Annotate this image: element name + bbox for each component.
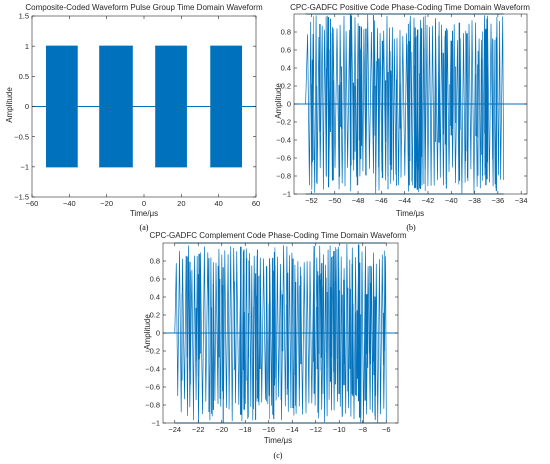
x-tick-label: −20 (215, 425, 228, 434)
panel-b-plot: −52 −50 −48 −46 −44 −42 −40 −38 −36 −34 −1 −0.8 −0.6… (276, 13, 528, 205)
x-tick-label: −22 (192, 425, 205, 434)
x-tick-label: −8 (358, 425, 367, 434)
y-tick-label: 0 (25, 102, 29, 111)
panel-a-title: Composite-Coded Waveform Pulse Group Tim… (25, 3, 263, 12)
y-tick-label: −0.8 (145, 401, 160, 410)
panel-b: CPC-GADFC Positive Code Phase-Coding Tim… (274, 3, 530, 232)
x-tick-label: −42 (422, 196, 435, 205)
caption-a: (a) (140, 223, 149, 232)
y-tick-label: 0.4 (281, 64, 291, 73)
signal-segment-1 (305, 13, 505, 195)
x-tick-label: −6 (382, 425, 391, 434)
y-tick-label: −0.5 (14, 132, 29, 141)
x-tick-label: −48 (352, 196, 365, 205)
y-tick-label: 1.5 (19, 12, 29, 21)
signal-segment-1 (174, 242, 387, 424)
y-tick-label: −0.6 (145, 383, 160, 392)
x-tick-label: −34 (515, 196, 528, 205)
y-tick-label: 0.5 (19, 72, 29, 81)
panel-b-xlabel: Time/μs (396, 209, 424, 218)
panel-a-xlabel: Time/μs (130, 209, 158, 218)
x-tick-label: −36 (492, 196, 505, 205)
pulse-block (99, 46, 133, 167)
y-tick-label: −1 (282, 190, 291, 199)
panel-c-title: CPC-GADFC Complement Code Phase-Coding T… (149, 231, 406, 240)
y-tick-label: 0.2 (281, 82, 291, 91)
y-tick-label: −0.6 (276, 154, 291, 163)
x-tick-label: −14 (286, 425, 299, 434)
y-tick-label: 0.6 (281, 46, 291, 55)
x-tick-label: 60 (252, 199, 260, 208)
y-tick-label: 0.8 (150, 257, 160, 266)
y-tick-label: 0.2 (150, 311, 160, 320)
y-tick-label: 1 (25, 42, 29, 51)
signal-segment-2 (99, 45, 133, 168)
pulse-block (155, 46, 187, 167)
x-tick-label: −40 (63, 199, 76, 208)
panel-b-ylabel: Amplitude (274, 83, 283, 119)
x-tick-label: −18 (239, 425, 252, 434)
x-tick-label: −38 (468, 196, 481, 205)
x-tick-label: 40 (214, 199, 222, 208)
panel-a: Composite-Coded Waveform Pulse Group Tim… (5, 3, 263, 232)
y-tick-label: −0.4 (276, 136, 291, 145)
y-tick-label: −1 (20, 162, 29, 171)
y-tick-label: 0 (287, 100, 291, 109)
x-tick-label: −60 (26, 199, 39, 208)
y-tick-label: 0 (156, 329, 160, 338)
y-tick-label: 0.8 (281, 28, 291, 37)
x-tick-label: −16 (262, 425, 275, 434)
waveform-trace (174, 243, 387, 424)
y-tick-label: −1.5 (14, 193, 29, 202)
x-tick-label: −52 (305, 196, 318, 205)
waveform-trace (305, 14, 505, 194)
panel-c-ylabel: Amplitude (143, 314, 152, 350)
panel-c-plot: −24 −22 −20 −18 −16 −14 −12 −10 −8 −6 −1 −0.8 −0.6 −0… (145, 242, 399, 434)
x-tick-label: −12 (309, 425, 322, 434)
x-tick-label: −40 (445, 196, 458, 205)
x-tick-label: 20 (177, 199, 185, 208)
panel-a-ylabel: Amplitude (5, 87, 14, 123)
panel-c-xlabel: Time/μs (264, 436, 292, 445)
x-tick-label: −50 (328, 196, 341, 205)
y-tick-label: 0.6 (150, 275, 160, 284)
y-tick-label: −1 (151, 419, 160, 428)
panel-a-plot: −60 −40 −20 0 20 40 60 −1.5 −1 −0.5 0 0.5 1 1.5 (14, 12, 260, 208)
pulse-block (46, 46, 78, 167)
signal-segment-3 (155, 45, 187, 168)
panel-c: CPC-GADFC Complement Code Phase-Coding T… (143, 231, 407, 460)
y-tick-label: −0.2 (145, 347, 160, 356)
y-tick-label: −0.2 (276, 118, 291, 127)
x-tick-label: −46 (375, 196, 388, 205)
caption-c: (c) (274, 451, 283, 460)
caption-b: (b) (406, 223, 416, 232)
signal-segment-1 (46, 45, 78, 168)
panel-b-title: CPC-GADFC Positive Code Phase-Coding Tim… (290, 3, 530, 12)
pulse-block (210, 46, 242, 167)
y-tick-label: −0.8 (276, 172, 291, 181)
x-tick-label: −44 (398, 196, 411, 205)
y-tick-label: 0.4 (150, 293, 160, 302)
x-tick-label: 0 (142, 199, 146, 208)
x-tick-label: −20 (100, 199, 113, 208)
x-tick-label: −24 (168, 425, 181, 434)
x-tick-label: −10 (333, 425, 346, 434)
y-tick-label: −0.4 (145, 365, 160, 374)
signal-segment-4 (210, 45, 242, 168)
